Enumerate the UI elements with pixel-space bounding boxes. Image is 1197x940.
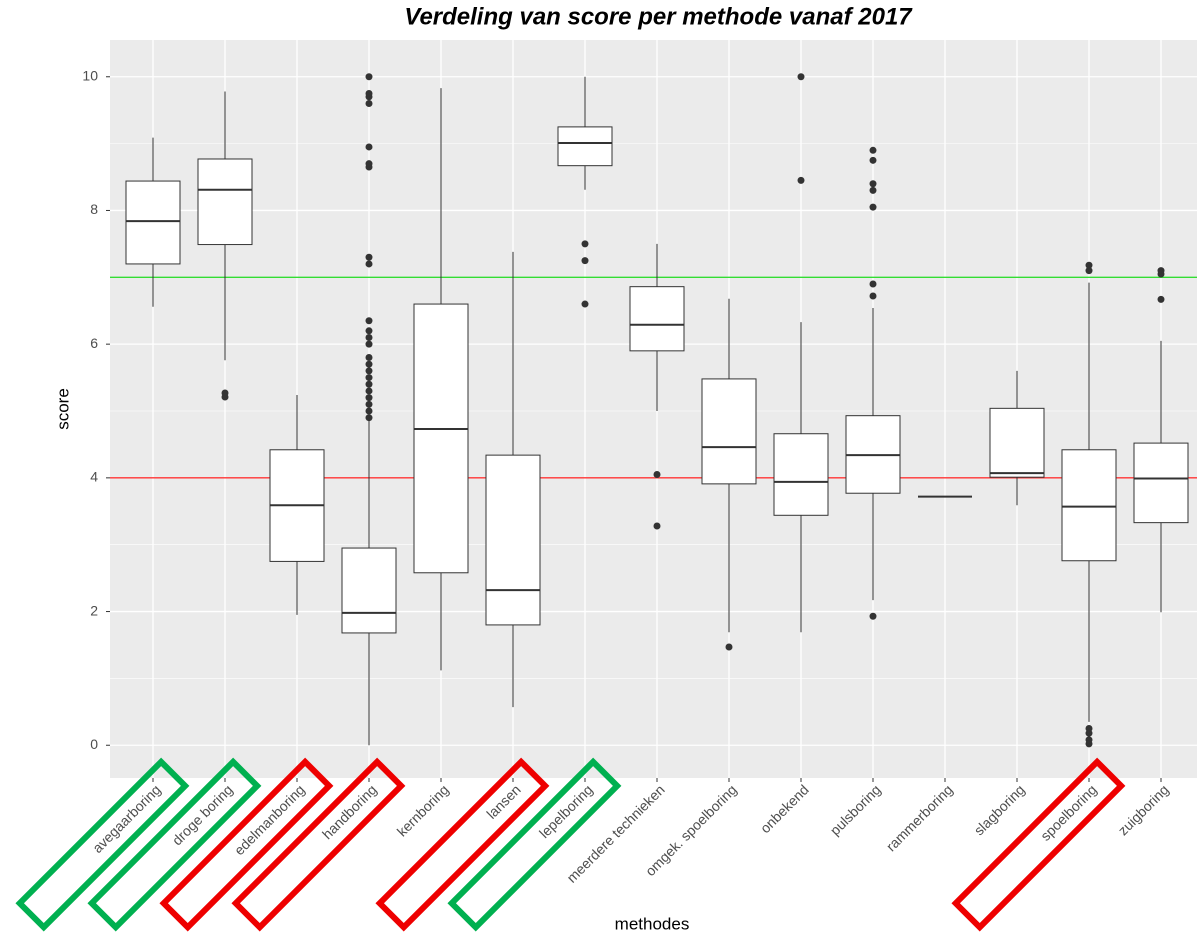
outlier xyxy=(1085,729,1093,737)
outlier xyxy=(1085,261,1093,269)
outlier xyxy=(365,333,373,341)
box xyxy=(1133,442,1189,524)
box xyxy=(485,454,541,626)
outlier xyxy=(869,180,877,188)
outlier xyxy=(365,89,373,97)
x-tick-label: zuigboring xyxy=(1115,781,1172,838)
highlight-box xyxy=(231,757,406,932)
highlight-box xyxy=(159,757,334,932)
outlier xyxy=(869,146,877,154)
y-tick-label: 6 xyxy=(90,335,98,351)
outlier xyxy=(365,317,373,325)
y-tick-label: 0 xyxy=(90,736,98,752)
outlier xyxy=(221,393,229,401)
outlier xyxy=(365,360,373,368)
outlier xyxy=(365,394,373,402)
outlier xyxy=(1085,267,1093,275)
outlier xyxy=(1085,740,1093,748)
outlier xyxy=(581,257,589,265)
box-group xyxy=(629,243,685,530)
box xyxy=(773,433,829,516)
outlier xyxy=(365,400,373,408)
highlight-box xyxy=(447,757,622,932)
box xyxy=(629,286,685,352)
box xyxy=(701,378,757,485)
outlier xyxy=(725,643,733,651)
outlier xyxy=(869,156,877,164)
outlier xyxy=(869,186,877,194)
y-tick-label: 10 xyxy=(82,67,98,83)
y-tick-label: 8 xyxy=(90,201,98,217)
outlier xyxy=(365,380,373,388)
box xyxy=(341,547,397,634)
box-group xyxy=(845,146,901,620)
box-group xyxy=(773,73,829,633)
highlight-box xyxy=(951,757,1126,932)
x-tick-label: slagboring xyxy=(971,781,1028,838)
outlier xyxy=(653,522,661,530)
box xyxy=(557,126,613,167)
box-group xyxy=(1061,261,1117,748)
outlier xyxy=(1157,295,1165,303)
box-group xyxy=(197,91,253,401)
outlier xyxy=(365,260,373,268)
box-group xyxy=(1133,267,1189,613)
outlier xyxy=(1157,270,1165,278)
x-tick-label: onbekend xyxy=(757,781,812,836)
box-group xyxy=(341,73,397,746)
x-axis-title: methodes xyxy=(615,914,690,933)
outlier xyxy=(365,414,373,422)
box xyxy=(413,303,469,574)
outlier xyxy=(365,160,373,168)
box-group xyxy=(269,394,325,615)
outlier xyxy=(581,300,589,308)
x-tick-label: kernboring xyxy=(394,781,452,839)
outlier xyxy=(869,612,877,620)
outlier xyxy=(581,240,589,248)
highlight-box xyxy=(375,757,550,932)
box xyxy=(125,180,181,265)
outlier xyxy=(365,143,373,151)
outlier xyxy=(365,340,373,348)
outlier xyxy=(365,407,373,415)
outlier xyxy=(365,327,373,335)
outlier xyxy=(365,367,373,375)
outlier xyxy=(365,253,373,261)
outlier xyxy=(869,203,877,211)
x-tick-label: pulsboring xyxy=(827,781,884,838)
box-group xyxy=(701,298,757,651)
outlier xyxy=(365,354,373,362)
box-group xyxy=(125,137,181,307)
outlier xyxy=(365,387,373,395)
box-group xyxy=(413,88,469,671)
box-group xyxy=(485,251,541,708)
outlier xyxy=(797,73,805,81)
y-tick-label: 4 xyxy=(90,469,98,485)
x-tick-label: rammerboring xyxy=(883,781,956,854)
outlier xyxy=(365,374,373,382)
highlight-box xyxy=(87,757,262,932)
highlight-box xyxy=(15,757,190,932)
box-group xyxy=(989,370,1045,506)
y-axis-title: score xyxy=(53,388,72,430)
outlier xyxy=(797,176,805,184)
box xyxy=(197,158,253,246)
box xyxy=(989,407,1045,478)
box-group xyxy=(557,76,613,308)
y-tick-label: 2 xyxy=(90,602,98,618)
outlier xyxy=(365,100,373,108)
chart-title: Verdeling van score per methode vanaf 20… xyxy=(404,3,913,30)
box xyxy=(1061,449,1117,562)
outlier xyxy=(869,292,877,300)
outlier xyxy=(869,280,877,288)
outlier xyxy=(653,471,661,479)
outlier xyxy=(365,73,373,81)
